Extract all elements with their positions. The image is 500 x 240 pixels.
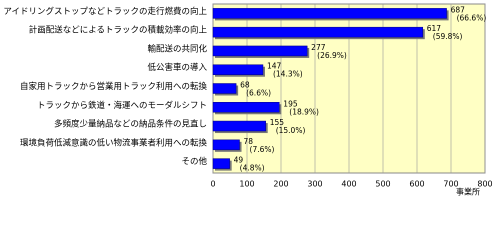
category-label: アイドリングストップなどトラックの走行燃費の向上: [3, 6, 207, 17]
percent-label: (18.9%): [289, 107, 319, 116]
category-label: 自家用トラックから営業用トラック利用への転換: [20, 81, 208, 92]
value-label: 147: [267, 62, 282, 71]
category-label: その他: [181, 156, 207, 167]
category-label: 計画配送などによるトラックの積載効率の向上: [29, 25, 208, 36]
x-tick-label: 100: [239, 180, 254, 189]
bar: [212, 120, 266, 132]
value-label: 195: [283, 99, 298, 108]
category-label: トラックから鉄道・海運へのモーダルシフト: [37, 100, 207, 111]
x-tick-label: 500: [375, 180, 390, 189]
category-label: 低公害車の導入: [147, 62, 207, 73]
bar: [212, 8, 447, 19]
x-unit: 事業所: [456, 187, 480, 197]
percent-label: (26.9%): [317, 51, 347, 60]
x-tick-label: 800: [477, 180, 492, 189]
bar: [212, 139, 240, 151]
value-label: 277: [311, 43, 326, 52]
bar: [212, 26, 424, 38]
category-label: 環境負荷低減意識の低い物流事業者利用への転換: [20, 137, 208, 148]
percent-label: (15.0%): [276, 126, 306, 135]
chart: 事業所 0 100 200 300 400 500 600 700 800 アイドリングストップな…: [3, 3, 493, 197]
percent-label: (4.8%): [240, 164, 265, 173]
percent-label: (7.6%): [250, 145, 275, 154]
value-label: 155: [270, 118, 285, 127]
x-tick-label: 300: [307, 180, 322, 189]
bar: [212, 102, 280, 113]
percent-label: (14.3%): [273, 70, 303, 79]
x-tick-label: 400: [341, 180, 356, 189]
percent-label: (66.6%): [457, 13, 487, 22]
value-label: 687: [451, 5, 466, 14]
value-label: 49: [234, 156, 244, 165]
x-tick-label: 0: [210, 180, 215, 189]
value-label: 78: [244, 137, 254, 146]
x-tick-label: 200: [273, 180, 288, 189]
bar: [212, 158, 230, 169]
bar: [212, 64, 264, 75]
x-tick-label: 600: [409, 180, 424, 189]
percent-label: (6.6%): [246, 89, 271, 98]
percent-label: (59.8%): [433, 32, 463, 41]
x-tick-label: 700: [443, 180, 458, 189]
bar: [212, 83, 237, 94]
category-label: 輸配送の共同化: [147, 43, 207, 54]
value-label: 68: [240, 81, 250, 90]
value-label: 617: [427, 24, 442, 33]
bar: [212, 45, 308, 57]
category-label: 多頻度少量納品などの納品条件の見直し: [54, 119, 207, 130]
